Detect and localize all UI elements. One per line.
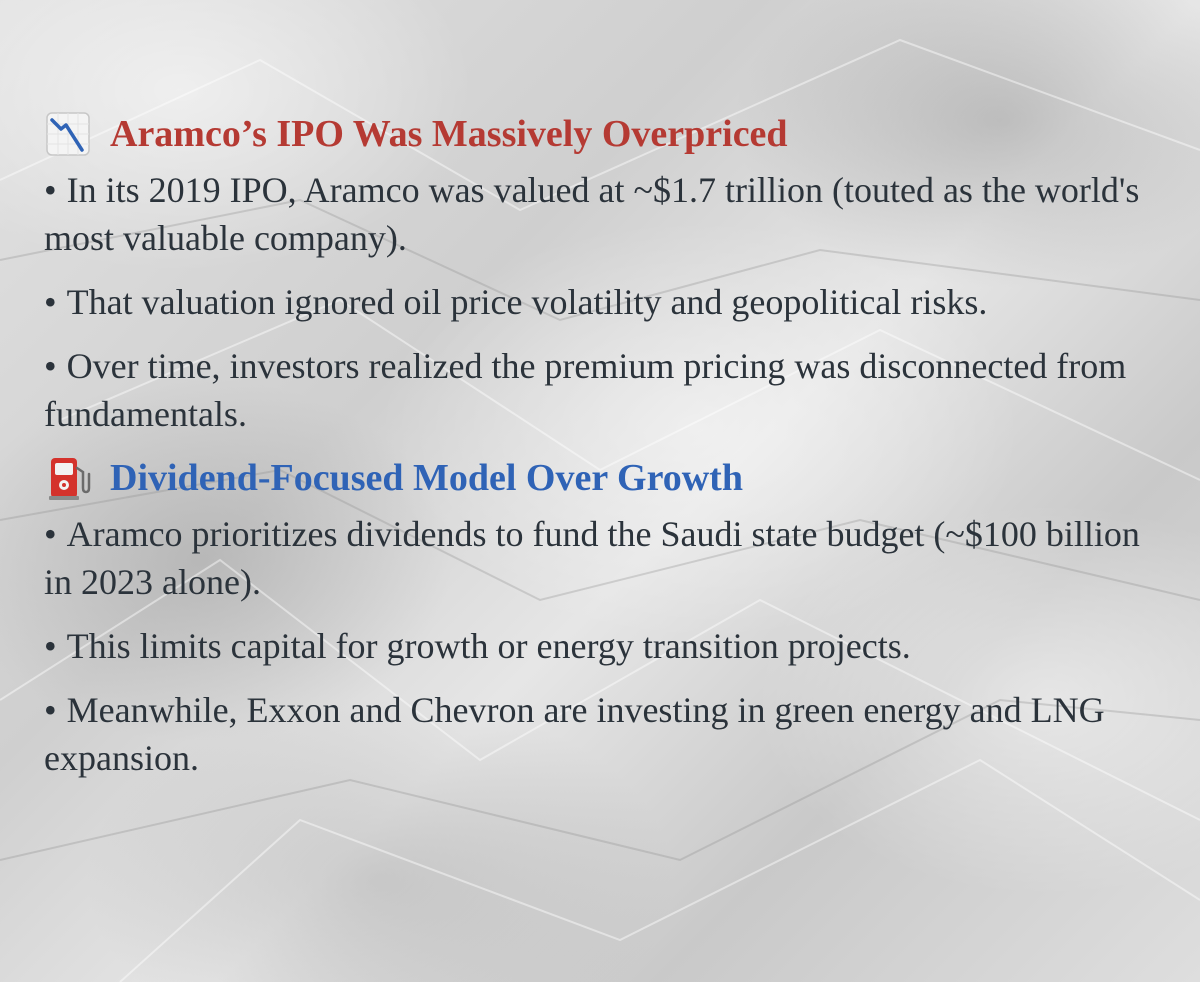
bullet-text: Meanwhile, Exxon and Chevron are investi…	[44, 690, 1105, 778]
section-heading-ipo: Aramco’s IPO Was Massively Overpriced	[44, 110, 1164, 158]
bullet-dot: •	[44, 514, 57, 554]
bullet-dot: •	[44, 626, 57, 666]
bullet-item: • In its 2019 IPO, Aramco was valued at ~…	[44, 166, 1164, 262]
bullet-dot: •	[44, 346, 57, 386]
bullet-text: Over time, investors realized the premiu…	[44, 346, 1127, 434]
bullet-dot: •	[44, 690, 57, 730]
bullet-item: • Over time, investors realized the premi…	[44, 342, 1164, 438]
bullet-text: In its 2019 IPO, Aramco was valued at ~$…	[44, 170, 1140, 258]
bullet-item: • That valuation ignored oil price volati…	[44, 278, 1164, 326]
chart-decreasing-icon	[46, 112, 90, 156]
section-heading-text: Dividend-Focused Model Over Growth	[110, 457, 743, 499]
section-heading-text: Aramco’s IPO Was Massively Overpriced	[110, 113, 788, 155]
bullet-item: • This limits capital for growth or energ…	[44, 622, 1164, 670]
bullet-item: • Aramco prioritizes dividends to fund th…	[44, 510, 1164, 606]
bullet-item: • Meanwhile, Exxon and Chevron are invest…	[44, 686, 1164, 782]
fuel-pump-icon	[49, 458, 91, 500]
bullet-dot: •	[44, 170, 57, 210]
bullet-text: This limits capital for growth or energy…	[66, 626, 911, 666]
article-content: Aramco’s IPO Was Massively Overpriced • I…	[44, 110, 1164, 798]
bullet-dot: •	[44, 282, 57, 322]
bullet-text: That valuation ignored oil price volatil…	[66, 282, 988, 322]
section-heading-dividend: Dividend-Focused Model Over Growth	[44, 454, 1164, 502]
bullet-text: Aramco prioritizes dividends to fund the…	[44, 514, 1140, 602]
